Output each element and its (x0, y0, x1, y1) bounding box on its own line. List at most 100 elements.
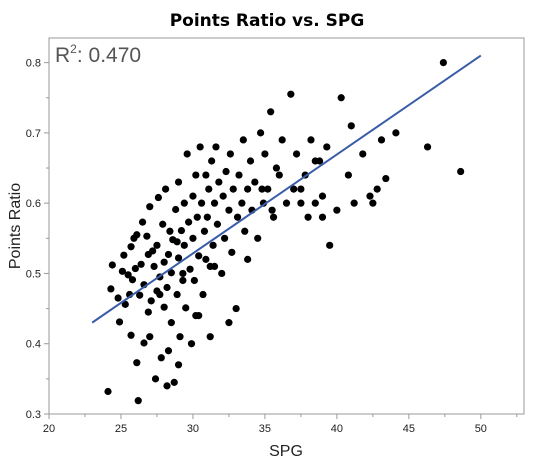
data-point (174, 361, 183, 369)
data-point (297, 185, 305, 193)
data-point (278, 136, 286, 144)
data-point (205, 185, 213, 193)
data-point (108, 261, 116, 269)
data-point (174, 178, 183, 186)
x-axis-label: SPG (269, 443, 303, 460)
data-point (133, 359, 141, 367)
data-point (159, 220, 167, 228)
data-point (347, 122, 355, 130)
data-point (209, 241, 217, 249)
data-point (170, 378, 178, 386)
data-point (275, 171, 283, 179)
data-point (333, 206, 341, 214)
data-point (359, 150, 367, 158)
data-point (222, 167, 230, 176)
data-point (304, 213, 312, 221)
data-point (136, 291, 144, 299)
data-point (124, 271, 132, 279)
y-axis-label: Points Ratio (7, 183, 24, 269)
data-point (134, 397, 142, 405)
data-point (318, 192, 327, 200)
data-point (457, 167, 465, 176)
data-point (151, 375, 160, 383)
r-squared-value: : 0.470 (77, 44, 141, 67)
y-tick-label: 0.4 (26, 339, 41, 351)
data-point (183, 150, 191, 158)
data-point (114, 294, 122, 302)
data-point (210, 262, 219, 271)
data-point (318, 213, 327, 221)
data-point (196, 143, 204, 151)
data-point (115, 318, 124, 326)
data-point (268, 206, 276, 214)
data-point (202, 171, 210, 179)
data-point (269, 213, 278, 221)
data-point (190, 276, 198, 285)
data-point (186, 265, 194, 273)
data-point (167, 269, 175, 277)
data-point (213, 220, 222, 228)
data-point (210, 199, 219, 207)
data-point (287, 90, 295, 98)
data-point (246, 157, 255, 165)
data-point (254, 234, 262, 242)
data-point (218, 269, 226, 278)
data-point (167, 319, 175, 327)
data-point (208, 157, 216, 165)
data-point (149, 247, 157, 255)
data-point (215, 178, 223, 186)
data-point (219, 192, 227, 200)
data-point (193, 213, 201, 221)
data-point (187, 340, 196, 348)
data-point (373, 185, 381, 193)
data-point (244, 255, 252, 263)
data-point (337, 94, 345, 102)
data-point (160, 303, 168, 311)
data-point (127, 331, 135, 339)
data-point (203, 213, 211, 221)
x-axis: 20 25 30 35 40 45 50 (43, 414, 518, 435)
data-point (107, 285, 115, 293)
data-point (307, 136, 315, 144)
data-point (292, 150, 301, 158)
data-point (264, 185, 272, 193)
data-point (174, 254, 183, 262)
y-tick-label: 0.8 (26, 58, 41, 70)
data-point (200, 227, 209, 235)
y-tick-label: 0.5 (26, 268, 41, 280)
y-tick-label: 0.7 (26, 128, 41, 140)
data-point (202, 255, 210, 263)
r-squared-prefix: R (55, 44, 70, 67)
data-point (267, 108, 275, 116)
data-point (121, 300, 129, 308)
data-point (225, 319, 233, 327)
data-point (163, 283, 171, 292)
data-point (177, 226, 186, 235)
data-point (180, 199, 188, 207)
data-point (189, 234, 197, 242)
data-point (127, 243, 135, 251)
data-point (118, 267, 127, 275)
data-point (120, 251, 128, 259)
data-point (221, 234, 229, 242)
data-point (146, 203, 154, 211)
data-point (144, 308, 152, 316)
data-point (225, 206, 233, 214)
data-point (258, 185, 266, 193)
data-point (131, 264, 139, 273)
data-point (323, 143, 331, 151)
r-squared-annotation: R2: 0.470 (55, 42, 141, 67)
data-point (164, 347, 173, 355)
data-point (272, 164, 281, 172)
data-point (206, 333, 214, 341)
data-point (153, 241, 161, 249)
data-point (154, 193, 162, 202)
y-tick-label: 0.3 (26, 409, 41, 421)
data-point (179, 269, 187, 278)
x-tick-label: 30 (187, 423, 199, 435)
data-point (173, 290, 181, 299)
data-point (392, 129, 400, 137)
data-point (239, 136, 247, 144)
data-point (133, 231, 141, 239)
